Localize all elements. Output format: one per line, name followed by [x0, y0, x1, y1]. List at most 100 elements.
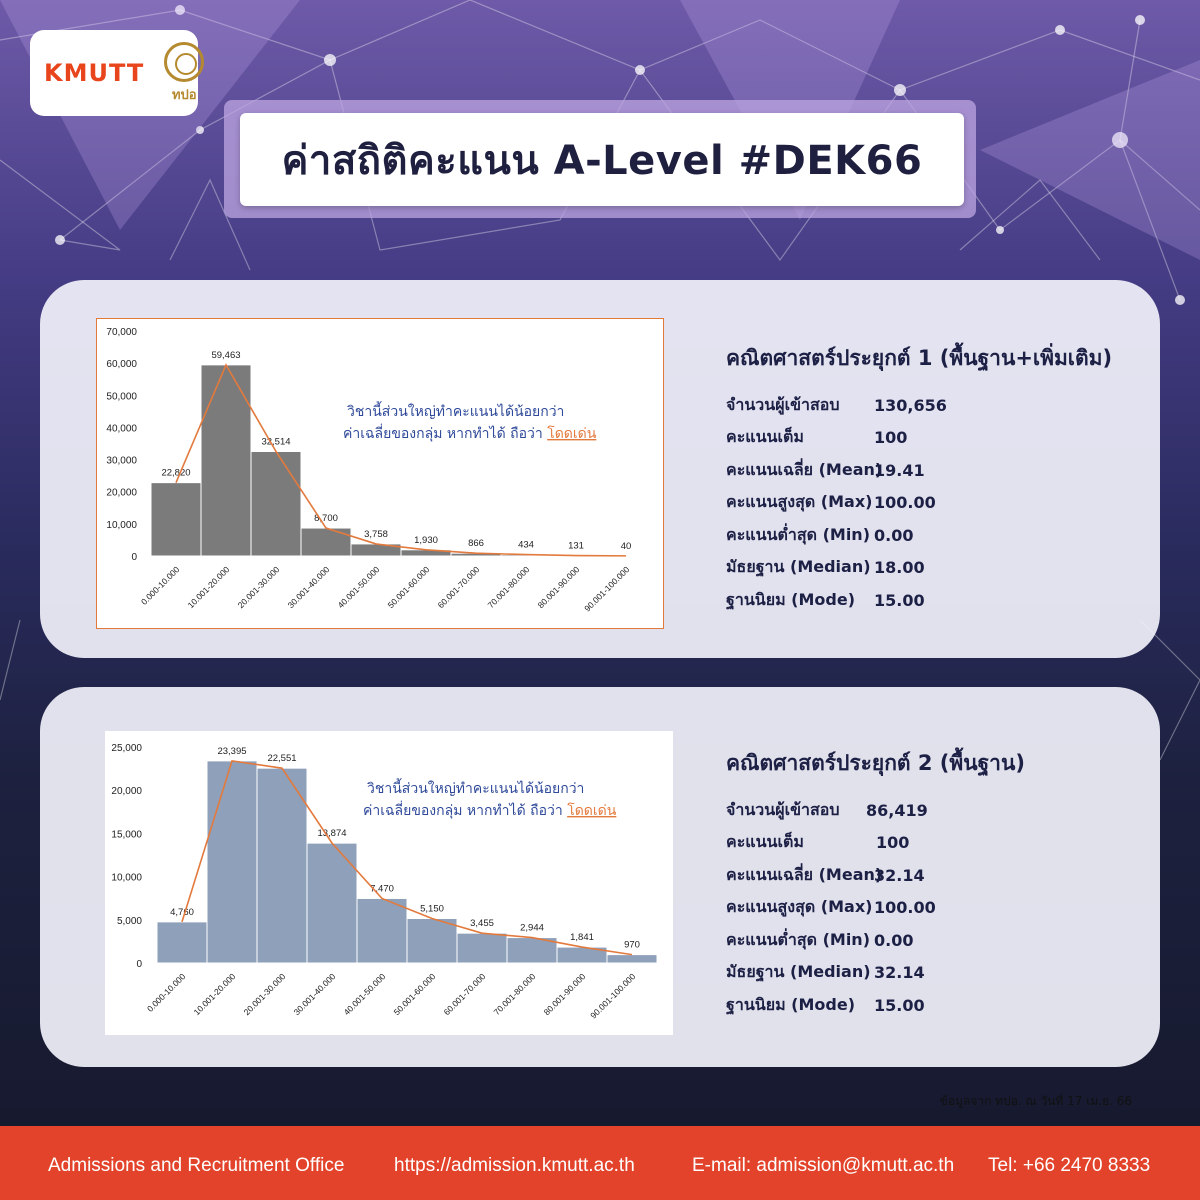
- bar-value-label: 5,150: [420, 904, 444, 915]
- subject-card-2: 0 5,000 10,000 15,000 20,000 25,000 4,760 0.000…: [40, 687, 1160, 1067]
- x-tick-label: 20.001-30.000: [236, 564, 282, 610]
- footer-email-link[interactable]: E-mail: admission@kmutt.ac.th: [692, 1155, 955, 1176]
- footer-website-link[interactable]: https://admission.kmutt.ac.th: [394, 1155, 635, 1176]
- trend-line: [181, 759, 633, 956]
- stat-row: ฐานนิยม (Mode) 15.00: [726, 584, 1112, 617]
- histogram-chart-1: 0 10,000 20,000 30,000 40,000 50,000 60,000 70,…: [96, 318, 664, 629]
- histogram-svg-2: 0 5,000 10,000 15,000 20,000 25,000 4,760 0.000…: [111, 743, 658, 1021]
- subject-title-2: คณิตศาสตร์ประยุกต์ 2 (พื้นฐาน): [726, 751, 1025, 775]
- y-tick-label: 10,000: [106, 520, 137, 531]
- bar-value-label: 13,874: [317, 828, 346, 839]
- footer-office: Admissions and Recruitment Office: [48, 1155, 345, 1176]
- stat-value: 32.14: [874, 963, 925, 983]
- y-tick-label: 0: [131, 552, 137, 563]
- stat-label: จำนวนผู้เข้าสอบ: [726, 799, 840, 819]
- stat-label: คะแนนสูงสุด (Max): [726, 897, 873, 917]
- x-tick-label: 30.001-40.000: [292, 971, 338, 1017]
- stat-row: จำนวนผู้เข้าสอบ 86,419: [726, 794, 1025, 827]
- source-note: ข้อมูลจาก ทปอ. ณ วันที่ 17 เม.ย. 66: [939, 1094, 1132, 1108]
- bar-value-label: 8,700: [314, 513, 338, 524]
- x-tick-label: 40.001-50.000: [336, 564, 382, 610]
- x-tick-label: 60.001-70.000: [436, 564, 482, 610]
- y-tick-label: 70,000: [106, 327, 137, 338]
- stat-row: คะแนนเต็ม 100: [726, 422, 1112, 455]
- kmutt-logo: KMUTT ทปอ: [30, 30, 205, 116]
- x-tick-label: 50.001-60.000: [392, 971, 438, 1017]
- stat-label: ฐานนิยม (Mode): [726, 589, 856, 609]
- x-tick-label: 0.000-10.000: [139, 564, 182, 607]
- annotation-line-2: ค่าเฉลี่ยของกลุ่ม หากทำได้ ถือว่า โดดเด่…: [363, 801, 617, 819]
- bar-value-label: 3,455: [470, 918, 494, 929]
- x-tick-label: 90.001-100.000: [588, 971, 637, 1020]
- stat-label: คะแนนต่ำสุด (Min): [726, 929, 871, 949]
- y-tick-label: 20,000: [111, 786, 142, 797]
- stat-value: 100.00: [874, 493, 936, 513]
- annotation-line-1: วิชานี้ส่วนใหญ่ทำคะแนนได้น้อยกว่า: [367, 778, 585, 797]
- histogram-bar: [200, 364, 252, 557]
- kmutt-logo-text: KMUTT: [44, 59, 145, 87]
- histogram-bar: [606, 954, 658, 964]
- histogram-bar: [250, 450, 302, 557]
- bar-value-label: 970: [624, 940, 640, 951]
- x-tick-label: 40.001-50.000: [342, 971, 388, 1017]
- stat-value: 100: [874, 428, 908, 448]
- stat-value: 100.00: [874, 898, 936, 918]
- stat-label: คะแนนสูงสุด (Max): [726, 492, 873, 512]
- x-tick-label: 30.001-40.000: [286, 564, 332, 610]
- stat-value: 100: [876, 833, 910, 853]
- x-tick-label: 60.001-70.000: [442, 971, 488, 1017]
- bar-value-label: 3,758: [364, 529, 388, 540]
- stat-label: คะแนนเต็ม: [726, 427, 804, 447]
- page-title: ค่าสถิติคะแนน A-Level #DEK66: [281, 137, 923, 184]
- histogram-bar: [150, 482, 202, 557]
- histogram-bar: [306, 842, 358, 964]
- footer-tel: Tel: +66 2470 8333: [988, 1155, 1151, 1176]
- stat-row: มัธยฐาน (Median) 32.14: [726, 957, 1025, 990]
- stat-value: 0.00: [874, 525, 914, 545]
- bar-value-label: 40: [621, 541, 632, 552]
- stat-value: 18.00: [874, 558, 925, 578]
- stat-value: 130,656: [874, 395, 947, 415]
- stat-value: 32.14: [874, 865, 925, 885]
- stat-label: คะแนนเฉลี่ย (Mean): [726, 459, 883, 479]
- stat-value: 15.00: [874, 995, 925, 1015]
- histogram-bar: [206, 760, 258, 964]
- y-tick-label: 50,000: [106, 391, 137, 402]
- kmutt-wordmark: KMUTT: [44, 59, 145, 87]
- x-tick-label: 70.001-80.000: [492, 971, 538, 1017]
- stat-row: คะแนนต่ำสุด (Min) 0.00: [726, 924, 1025, 957]
- x-tick-label: 80.001-90.000: [536, 564, 582, 610]
- x-tick-label: 80.001-90.000: [542, 971, 588, 1017]
- y-tick-label: 30,000: [106, 456, 137, 467]
- histogram-bar: [256, 767, 308, 964]
- stat-row: คะแนนสูงสุด (Max) 100.00: [726, 487, 1112, 520]
- stat-row: ฐานนิยม (Mode) 15.00: [726, 989, 1025, 1022]
- stat-row: จำนวนผู้เข้าสอบ 130,656: [726, 389, 1112, 422]
- stat-row: คะแนนต่ำสุด (Min) 0.00: [726, 519, 1112, 552]
- y-tick-label: 40,000: [106, 423, 137, 434]
- stat-value: 0.00: [874, 930, 914, 950]
- trend-line: [175, 363, 627, 557]
- footer-bar: Admissions and Recruitment Office https:…: [0, 1126, 1200, 1200]
- y-tick-label: 25,000: [111, 743, 142, 754]
- y-tick-label: 60,000: [106, 359, 137, 370]
- annotation-highlight: โดดเด่น: [567, 802, 617, 819]
- bar-value-label: 59,463: [211, 350, 240, 361]
- stats-panel-2: คณิตศาสตร์ประยุกต์ 2 (พื้นฐาน) จำนวนผู้เ…: [726, 747, 1025, 1022]
- subject-title-1: คณิตศาสตร์ประยุกต์ 1 (พื้นฐาน+เพิ่มเติม): [726, 346, 1113, 370]
- stats-panel-1: คณิตศาสตร์ประยุกต์ 1 (พื้นฐาน+เพิ่มเติม)…: [726, 342, 1112, 617]
- x-tick-label: 50.001-60.000: [386, 564, 432, 610]
- histogram-svg-1: 0 10,000 20,000 30,000 40,000 50,000 60,000 70,…: [106, 327, 652, 614]
- annotation-highlight: โดดเด่น: [547, 425, 597, 442]
- bar-value-label: 22,551: [267, 753, 296, 764]
- stat-row: คะแนนเฉลี่ย (Mean) 19.41: [726, 454, 1112, 487]
- tpo-logo-text: ทปอ: [171, 87, 197, 103]
- stat-label: คะแนนต่ำสุด (Min): [726, 524, 871, 544]
- x-tick-label: 90.001-100.000: [582, 564, 631, 613]
- histogram-bar: [506, 937, 558, 964]
- bar-value-label: 23,395: [217, 746, 246, 757]
- bar-value-label: 131: [568, 541, 584, 552]
- histogram-bar: [300, 527, 352, 557]
- histogram-bar: [156, 921, 208, 964]
- stat-value: 19.41: [874, 460, 925, 480]
